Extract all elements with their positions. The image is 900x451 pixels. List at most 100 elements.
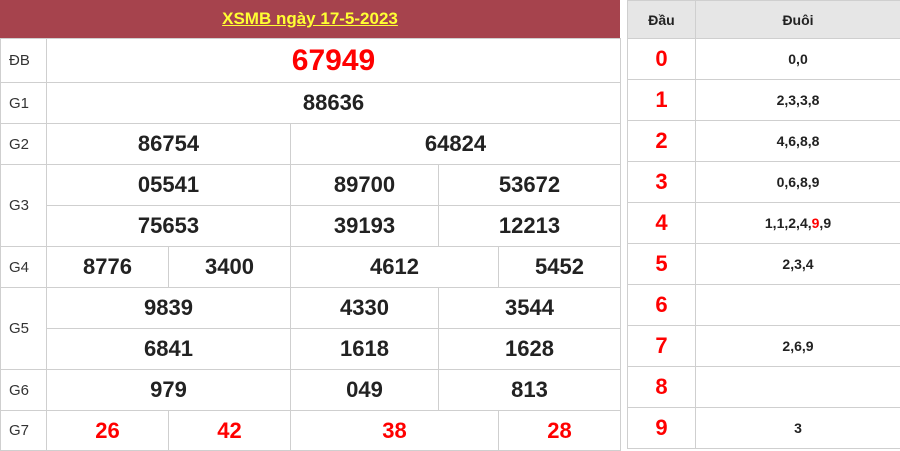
tail-digit: 9	[823, 215, 832, 231]
loto-tail-digits: 0,0	[695, 38, 900, 80]
results-title-bar: XSMB ngày 17-5-2023	[0, 0, 620, 38]
tail-digit: 3	[794, 256, 802, 272]
loto-tail-digits	[695, 366, 900, 408]
loto-head-digit: 7	[627, 325, 696, 367]
tail-digit: 4	[805, 256, 814, 272]
prize-number: 39193	[290, 205, 439, 247]
prize-number: 4330	[290, 287, 439, 329]
prize-number: 049	[290, 369, 439, 411]
prize-number: 28	[498, 410, 621, 451]
prize-label: G3	[0, 164, 47, 247]
loto-tail-digits	[695, 284, 900, 326]
loto-head-digit: 9	[627, 407, 696, 449]
tail-digit: 4	[776, 133, 785, 149]
loto-tail-digits: 2,3,4	[695, 243, 900, 285]
loto-head-digit: 1	[627, 79, 696, 121]
loto-head-digit: 8	[627, 366, 696, 408]
prize-number: 979	[46, 369, 291, 411]
prize-number: 89700	[290, 164, 439, 206]
separator: ,	[784, 92, 789, 108]
prize-number: 3400	[168, 246, 291, 288]
prize-number: 5452	[498, 246, 621, 288]
separator: ,	[796, 92, 800, 108]
loto-tail-digits: 1,1,2,4,9,9	[695, 202, 900, 244]
special-prize-number: 67949	[46, 38, 621, 83]
prize-label: G5	[0, 287, 47, 370]
prize-number: 1618	[290, 328, 439, 370]
prize-number: 05541	[46, 164, 291, 206]
tail-digit: 2	[782, 256, 791, 272]
prize-number: 42	[168, 410, 291, 451]
separator: ,	[790, 256, 795, 272]
tail-digit: 4	[799, 215, 808, 231]
tail-digit: 6	[788, 174, 797, 190]
separator: ,	[796, 215, 800, 231]
separator: ,	[784, 215, 789, 231]
tail-digit: 8	[799, 133, 808, 149]
loto-tail-digits: 3	[695, 407, 900, 449]
prize-label: G4	[0, 246, 47, 288]
prize-number: 9839	[46, 287, 291, 329]
tail-digit: 8	[799, 174, 808, 190]
prize-number: 3544	[438, 287, 621, 329]
tail-digit: 3	[794, 420, 802, 436]
tail-digit: 0	[799, 51, 808, 67]
tail-digit: 6	[794, 338, 802, 354]
prize-number: 1628	[438, 328, 621, 370]
tail-digit: 0	[788, 51, 797, 67]
results-title-link[interactable]: XSMB ngày 17-5-2023	[222, 9, 398, 28]
tail-digit: 2	[782, 338, 791, 354]
loto-tail-digits: 2,3,3,8	[695, 79, 900, 121]
loto-tail-digits: 4,6,8,8	[695, 120, 900, 162]
loto-tail-digits: 0,6,8,9	[695, 161, 900, 203]
tail-digit: 8	[811, 92, 820, 108]
separator: ,	[796, 51, 800, 67]
separator: ,	[819, 215, 824, 231]
separator: ,	[801, 256, 806, 272]
separator: ,	[807, 92, 812, 108]
prize-number: 53672	[438, 164, 621, 206]
head-column-header: Đầu	[627, 0, 696, 39]
loto-head-digit: 5	[627, 243, 696, 285]
loto-head-digit: 3	[627, 161, 696, 203]
separator: ,	[772, 215, 777, 231]
tail-digit: 9	[805, 338, 814, 354]
prize-label: G1	[0, 82, 47, 124]
separator: ,	[796, 133, 800, 149]
tail-digit: 8	[811, 133, 820, 149]
prize-number: 813	[438, 369, 621, 411]
loto-tail-digits: 2,6,9	[695, 325, 900, 367]
tail-digit: 6	[788, 133, 797, 149]
prize-number: 38	[290, 410, 499, 451]
prize-number: 12213	[438, 205, 621, 247]
prize-number: 4612	[290, 246, 499, 288]
prize-number: 86754	[46, 123, 291, 165]
separator: ,	[807, 215, 812, 231]
prize-number: 64824	[290, 123, 621, 165]
separator: ,	[784, 174, 789, 190]
separator: ,	[801, 338, 806, 354]
prize-number: 88636	[46, 82, 621, 124]
tail-digit: 2	[776, 92, 785, 108]
tail-digit: 9	[811, 215, 820, 231]
prize-number: 8776	[46, 246, 169, 288]
tail-digit: 1	[764, 215, 773, 231]
prize-number: 6841	[46, 328, 291, 370]
tail-digit: 1	[776, 215, 785, 231]
prize-label: G2	[0, 123, 47, 165]
tail-digit: 3	[788, 92, 797, 108]
prize-label: ĐB	[0, 38, 47, 83]
prize-label: G7	[0, 410, 47, 451]
loto-head-digit: 0	[627, 38, 696, 80]
loto-head-digit: 4	[627, 202, 696, 244]
prize-number: 75653	[46, 205, 291, 247]
separator: ,	[790, 338, 795, 354]
separator: ,	[807, 133, 812, 149]
tail-digit: 9	[811, 174, 820, 190]
separator: ,	[784, 133, 789, 149]
prize-number: 26	[46, 410, 169, 451]
separator: ,	[807, 174, 812, 190]
loto-head-digit: 2	[627, 120, 696, 162]
tail-column-header: Đuôi	[695, 0, 900, 39]
tail-digit: 2	[788, 215, 797, 231]
